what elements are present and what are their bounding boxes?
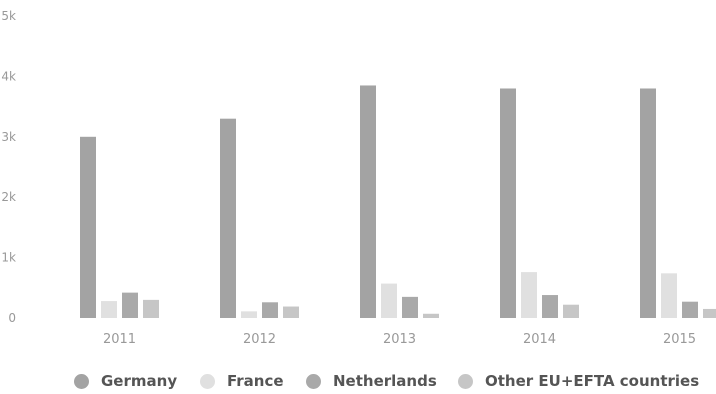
legend-label: Netherlands (333, 372, 437, 390)
x-tick-label: 2011 (103, 332, 136, 347)
legend-item-netherlands[interactable]: Netherlands (306, 368, 437, 394)
bar-other-eu-efta-countries-2013[interactable] (423, 313, 439, 318)
y-tick-label: 2k (1, 190, 16, 204)
bar-germany-2013[interactable] (360, 85, 376, 319)
bar-other-eu-efta-countries-2014[interactable] (563, 304, 579, 318)
x-tick-label: 2015 (663, 332, 696, 347)
legend: Germany France Netherlands Other EU+EFTA… (0, 368, 716, 394)
y-tick-label: 5k (1, 9, 16, 23)
x-tick-label: 2012 (243, 332, 276, 347)
bar-netherlands-2014[interactable] (542, 295, 558, 318)
y-tick-label: 4k (1, 69, 16, 83)
bars (80, 85, 716, 319)
legend-marker-icon (458, 373, 473, 389)
bar-france-2011[interactable] (101, 301, 117, 318)
bar-netherlands-2012[interactable] (262, 302, 278, 318)
legend-label: Other EU+EFTA countries (485, 372, 700, 390)
bar-netherlands-2015[interactable] (682, 301, 698, 318)
bar-germany-2015[interactable] (640, 88, 656, 318)
y-tick-label: 3k (1, 130, 16, 144)
bar-germany-2011[interactable] (80, 136, 96, 318)
legend-item-france[interactable]: France (200, 368, 284, 394)
legend-marker-icon (306, 373, 321, 389)
bar-other-eu-efta-countries-2011[interactable] (143, 299, 159, 318)
y-tick-label: 1k (1, 251, 16, 265)
legend-item-other-eu-efta[interactable]: Other EU+EFTA countries (458, 368, 699, 394)
legend-item-germany[interactable]: Germany (74, 368, 177, 394)
x-axis: 2011 2012 2013 2014 2015 (103, 332, 696, 347)
bar-other-eu-efta-countries-2012[interactable] (283, 306, 299, 318)
x-tick-label: 2013 (383, 332, 416, 347)
legend-label: Germany (101, 372, 178, 390)
legend-marker-icon (74, 373, 89, 389)
y-tick-label: 0 (8, 311, 16, 325)
y-axis: 0 1k 2k 3k 4k 5k (1, 9, 16, 325)
bar-france-2013[interactable] (381, 283, 397, 318)
bar-other-eu-efta-countries-2015[interactable] (703, 308, 716, 318)
bar-netherlands-2013[interactable] (402, 296, 418, 318)
legend-label: France (227, 372, 284, 390)
bar-france-2012[interactable] (241, 311, 257, 318)
legend-marker-icon (200, 373, 215, 389)
bar-germany-2014[interactable] (500, 88, 516, 318)
x-tick-label: 2014 (523, 332, 556, 347)
bar-netherlands-2011[interactable] (122, 292, 138, 318)
bar-germany-2012[interactable] (220, 118, 236, 319)
bar-france-2015[interactable] (661, 273, 677, 318)
bar-france-2014[interactable] (521, 272, 537, 318)
